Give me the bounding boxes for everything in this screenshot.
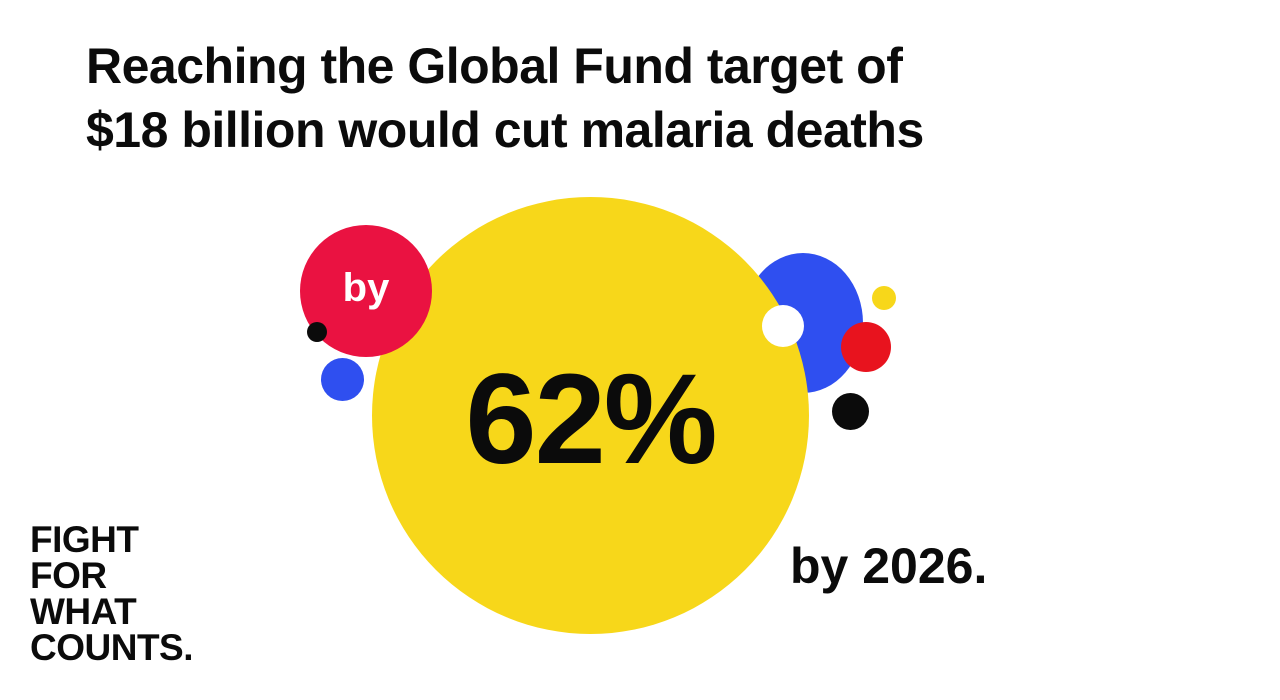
headline-line-1: Reaching the Global Fund target of: [86, 38, 903, 94]
decorative-small-blue-dot: [321, 358, 364, 401]
logo-line-1: FIGHT: [30, 519, 139, 560]
logo-line-3: WHAT: [30, 591, 137, 632]
headline: Reaching the Global Fund target of $18 b…: [86, 34, 1206, 162]
logo-line-2: FOR: [30, 555, 107, 596]
logo-line-4: COUNTS.: [30, 627, 194, 668]
fight-for-what-counts-logo: FIGHT FOR WHAT COUNTS.: [30, 519, 270, 668]
decorative-white-dot: [762, 305, 804, 347]
target-year: by 2026.: [790, 538, 988, 594]
percent-value: 62%: [465, 348, 717, 491]
decorative-black-dot: [832, 393, 869, 430]
decorative-small-yellow-dot: [872, 286, 896, 310]
headline-line-2: $18 billion would cut malaria deaths: [86, 102, 924, 158]
by-badge-label: by: [342, 265, 390, 310]
decorative-small-black-dot: [307, 322, 327, 342]
main-yellow-circle: [372, 197, 809, 634]
decorative-red-dot: [841, 322, 891, 372]
